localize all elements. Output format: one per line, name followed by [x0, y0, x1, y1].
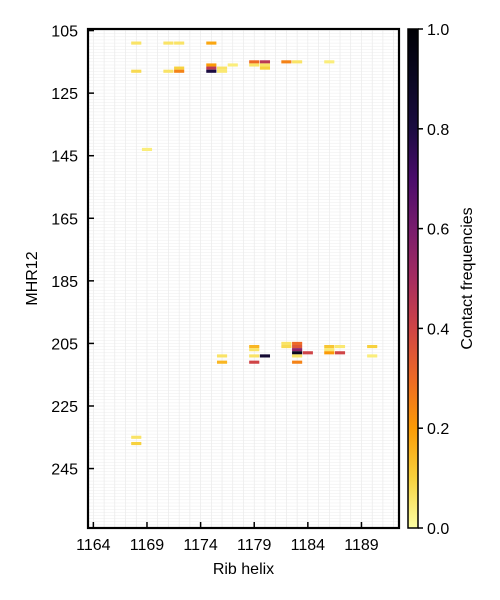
heatmap-cell: [131, 435, 142, 439]
heatmap-cell: [259, 66, 271, 70]
heatmap-cell: [292, 351, 303, 355]
y-tick-label: 245: [51, 462, 78, 479]
heatmap-cell: [334, 351, 346, 355]
axes: 1164 1169 1174 1179 1184 1189 105 125 145 165 185 2…: [24, 24, 401, 578]
colorbar-title: Contact frequencies: [459, 207, 476, 349]
heatmap-cell: [163, 41, 174, 45]
heatmap-cell: [141, 147, 153, 152]
heatmap-cell: [206, 41, 217, 45]
heatmap-cell: [281, 344, 292, 349]
colorbar-gradient: [407, 28, 419, 529]
y-tick-label: 125: [51, 86, 78, 103]
heatmap-cell: [259, 60, 271, 64]
heatmap-cell: [174, 41, 185, 45]
x-tick-label: 1169: [130, 537, 165, 554]
heatmap-cell: [131, 41, 142, 45]
heatmap-cell: [292, 60, 303, 64]
colorbar-tick-label: 0.4: [427, 321, 449, 338]
heatmap-cells: [131, 41, 378, 446]
y-axis-title: MHR12: [24, 251, 41, 305]
colorbar: 0.0 0.2 0.4 0.6 0.8 1.0 Contact frequencies: [407, 22, 476, 538]
x-tick-label: 1179: [237, 537, 272, 554]
heatmap-cell: [292, 348, 303, 352]
heatmap-cell: [302, 351, 313, 355]
colorbar-tick-label: 0.6: [427, 222, 449, 239]
heatmap-cell: [249, 354, 260, 358]
heatmap-cell: [367, 344, 378, 349]
y-tick-label: 105: [51, 24, 78, 41]
x-axis-title: Rib helix: [213, 561, 274, 578]
heatmap-cell: [216, 360, 228, 364]
y-tick-label: 185: [51, 274, 78, 291]
heatmap-cell: [206, 63, 217, 67]
heatmap-cell: [216, 69, 228, 73]
heatmap-cell: [216, 354, 228, 358]
heatmap-cell: [249, 360, 260, 364]
heatmap-cell: [292, 341, 303, 345]
heatmap-cell: [174, 69, 185, 73]
heatmap-cell: [249, 348, 260, 352]
y-tick-label: 225: [51, 399, 78, 416]
colorbar-tick-label: 0.0: [427, 521, 449, 538]
y-tick-label: 165: [51, 211, 78, 228]
heatmap-cell: [249, 63, 260, 67]
heatmap-cell: [292, 354, 303, 358]
x-tick-label: 1184: [291, 537, 326, 554]
heatmap-cell: [206, 69, 217, 73]
heatmap-cell: [334, 344, 346, 349]
grid: [88, 29, 399, 529]
heatmap-cell: [216, 66, 228, 70]
colorbar-tick-label: 1.0: [427, 22, 449, 39]
heatmap-cell: [324, 348, 335, 352]
heatmap-cell: [281, 341, 292, 345]
heatmap-cell: [259, 354, 271, 358]
heatmap-cell: [292, 360, 303, 364]
y-tick-label: 145: [51, 149, 78, 166]
x-tick-label: 1189: [344, 537, 379, 554]
heatmap-cell: [249, 344, 260, 349]
heatmap-cell: [131, 441, 142, 446]
heatmap-cell: [163, 69, 174, 73]
plot-area: [88, 29, 399, 529]
heatmap-cell: [174, 66, 185, 70]
colorbar-tick-label: 0.8: [427, 122, 449, 139]
heatmap-cell: [227, 63, 238, 67]
plot-frame: [86, 27, 401, 530]
colorbar-tick-label: 0.2: [427, 421, 449, 438]
heatmap-cell: [131, 69, 142, 73]
heatmap-cell: [249, 60, 260, 64]
heatmap-cell: [367, 354, 378, 358]
heatmap-cell: [324, 351, 335, 355]
x-tick-label: 1174: [183, 537, 218, 554]
heatmap-cell: [259, 63, 271, 67]
y-tick-label: 205: [51, 336, 78, 353]
heatmap-cell: [324, 60, 335, 64]
heatmap-cell: [324, 344, 335, 349]
heatmap-cell: [281, 60, 292, 64]
heatmap-cell: [206, 66, 217, 70]
heatmap-cell: [292, 344, 303, 349]
x-tick-label: 1164: [76, 537, 111, 554]
